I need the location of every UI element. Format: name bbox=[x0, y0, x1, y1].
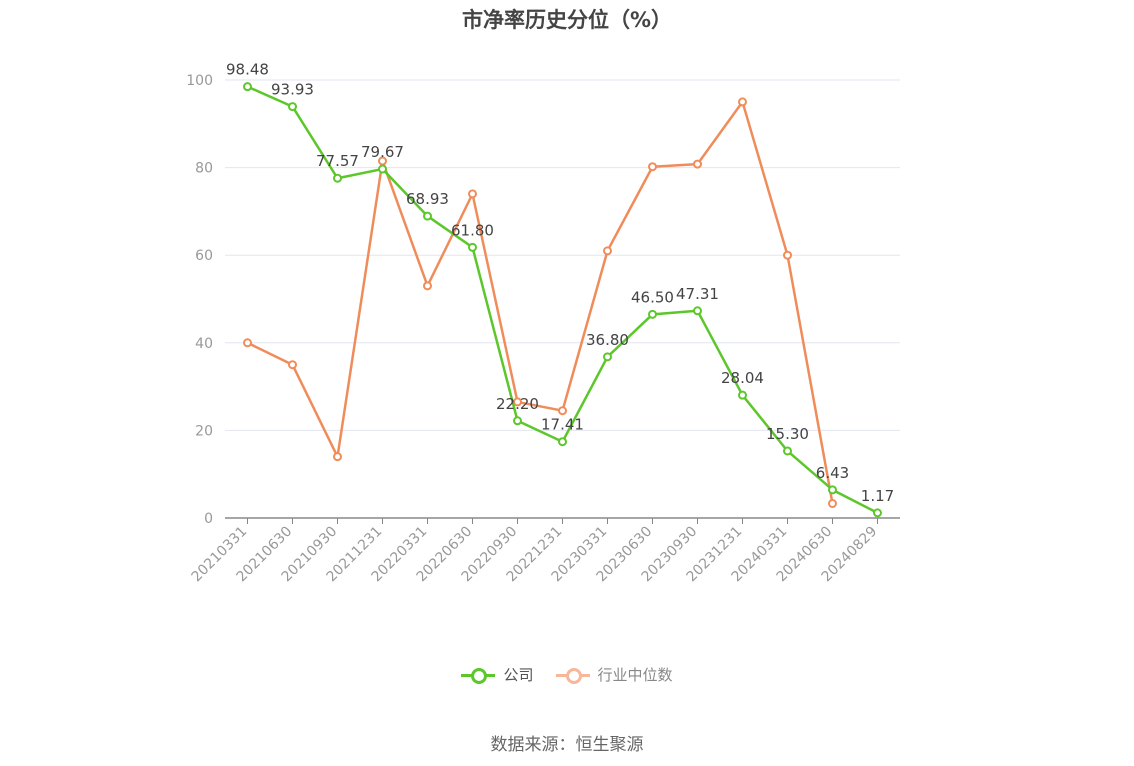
company-data-label: 1.17 bbox=[861, 487, 894, 505]
company-data-label: 47.31 bbox=[676, 285, 719, 303]
company-data-label: 6.43 bbox=[816, 464, 849, 482]
company-data-label: 22.20 bbox=[496, 395, 539, 413]
data-source: 数据来源：恒生聚源 bbox=[490, 735, 644, 755]
industry-point bbox=[423, 281, 432, 291]
legend-company-label: 公司 bbox=[503, 666, 534, 684]
company-point bbox=[513, 416, 522, 426]
company-data-label: 93.93 bbox=[271, 81, 314, 99]
company-point bbox=[243, 82, 252, 92]
legend-industry-label: 行业中位数 bbox=[597, 666, 673, 684]
company-data-label: 46.50 bbox=[631, 288, 674, 306]
y-tick-label: 20 bbox=[195, 423, 213, 439]
industry-point bbox=[243, 338, 252, 348]
industry-point bbox=[648, 162, 657, 172]
company-point bbox=[738, 390, 747, 400]
company-point bbox=[558, 437, 567, 447]
company-data-label: 98.48 bbox=[226, 61, 269, 79]
company-point bbox=[648, 309, 657, 319]
company-data-label: 79.67 bbox=[361, 143, 404, 161]
company-point bbox=[603, 352, 612, 362]
y-tick-label: 60 bbox=[195, 248, 213, 264]
company-point bbox=[333, 173, 342, 183]
company-point bbox=[378, 164, 387, 174]
company-point bbox=[783, 446, 792, 456]
industry-point bbox=[513, 397, 522, 407]
company-data-label: 15.30 bbox=[766, 425, 809, 443]
chart-title: 市净率历史分位（%） bbox=[461, 8, 673, 32]
line-chart: 0204060801002021033120210630202109302021… bbox=[186, 61, 900, 585]
industry-point bbox=[288, 360, 297, 370]
company-data-label: 77.57 bbox=[316, 152, 359, 170]
industry-point bbox=[828, 499, 837, 509]
company-data-label: 28.04 bbox=[721, 369, 764, 387]
legend-item-industry[interactable]: 行业中位数 bbox=[555, 664, 673, 685]
legend-company-icon bbox=[461, 665, 496, 685]
company-point bbox=[468, 242, 477, 252]
company-data-label: 17.41 bbox=[541, 416, 584, 434]
industry-point bbox=[333, 452, 342, 462]
company-series-line bbox=[246, 85, 879, 514]
industry-point bbox=[558, 406, 567, 416]
y-tick-label: 100 bbox=[186, 73, 213, 89]
company-data-label: 36.80 bbox=[586, 331, 629, 349]
legend: 公司 行业中位数 bbox=[0, 664, 1134, 685]
legend-item-company[interactable]: 公司 bbox=[461, 664, 534, 685]
industry-point bbox=[783, 250, 792, 260]
company-point bbox=[873, 508, 882, 518]
y-tick-label: 0 bbox=[204, 511, 213, 527]
industry-series-line bbox=[246, 100, 834, 504]
company-data-label: 68.93 bbox=[406, 190, 449, 208]
industry-point bbox=[603, 246, 612, 256]
company-point bbox=[828, 485, 837, 495]
company-data-label: 61.80 bbox=[451, 221, 494, 239]
industry-point bbox=[693, 159, 702, 169]
company-point bbox=[288, 102, 297, 112]
company-point bbox=[693, 306, 702, 316]
y-tick-label: 80 bbox=[195, 161, 213, 177]
legend-industry-icon bbox=[555, 665, 590, 685]
industry-point bbox=[468, 189, 477, 199]
industry-point bbox=[378, 156, 387, 166]
industry-point bbox=[738, 97, 747, 107]
company-point bbox=[423, 211, 432, 221]
y-tick-label: 40 bbox=[195, 336, 213, 352]
